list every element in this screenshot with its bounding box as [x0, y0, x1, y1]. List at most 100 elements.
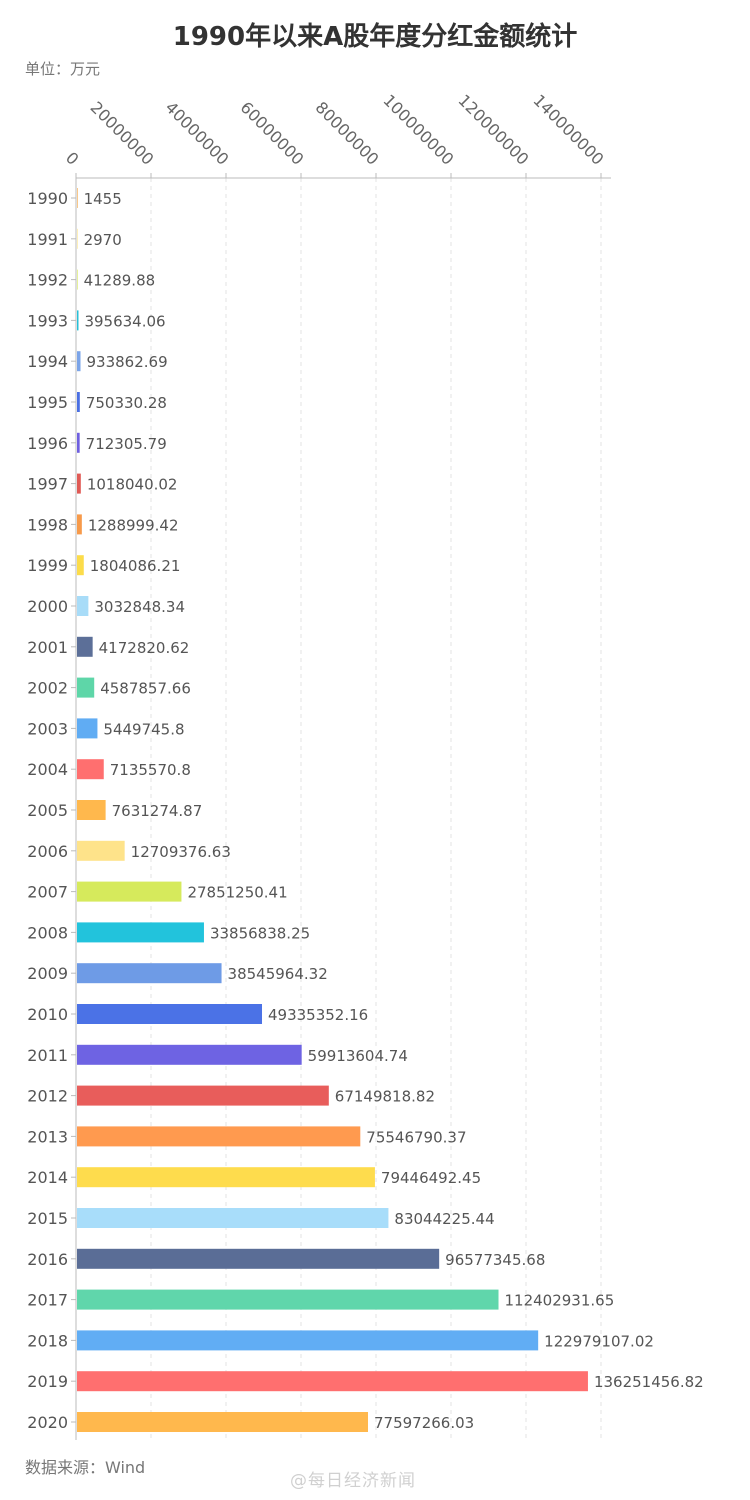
chart-title: 1990年以来A股年度分红金额统计	[172, 22, 578, 52]
category-label: 2008	[27, 923, 68, 942]
category-label: 2017	[27, 1291, 68, 1310]
bar	[77, 269, 78, 290]
bar	[77, 228, 78, 249]
category-label: 1993	[27, 311, 68, 330]
bar	[77, 514, 82, 535]
bar	[77, 636, 93, 657]
source-label: 数据来源：Wind	[25, 1458, 146, 1477]
data-label: 4587857.66	[100, 680, 191, 698]
unit-label: 单位：万元	[25, 60, 101, 78]
category-label: 1998	[27, 515, 68, 534]
category-label: 1994	[27, 352, 68, 371]
data-label: 1288999.42	[88, 516, 179, 534]
data-label: 33856838.25	[210, 924, 310, 942]
data-label: 75546790.37	[366, 1128, 466, 1146]
data-label: 49335352.16	[268, 1006, 368, 1024]
x-tick-label: 80000000	[312, 98, 383, 169]
data-label: 3032848.34	[94, 598, 185, 616]
bar	[77, 1371, 588, 1392]
bar	[77, 432, 80, 453]
bar	[77, 840, 125, 861]
bar	[77, 188, 78, 208]
bar	[77, 1126, 361, 1147]
category-label: 2001	[27, 638, 68, 657]
x-tick-label: 60000000	[237, 98, 308, 169]
x-tick-label: 20000000	[87, 98, 158, 169]
data-label: 2970	[84, 231, 122, 249]
data-label: 96577345.68	[445, 1251, 545, 1269]
category-label: 1997	[27, 475, 68, 494]
bar	[77, 1167, 375, 1188]
bar	[77, 310, 79, 331]
data-label: 38545964.32	[228, 965, 328, 983]
data-label: 1455	[84, 190, 122, 208]
category-label: 1990	[27, 189, 68, 208]
category-label: 2007	[27, 883, 68, 902]
data-label: 7135570.8	[110, 761, 191, 779]
category-label: 2009	[27, 964, 68, 983]
data-label: 41289.88	[84, 272, 156, 290]
bar	[77, 473, 81, 494]
data-label: 122979107.02	[544, 1332, 654, 1350]
bar	[77, 596, 89, 616]
x-tick-label: 0	[62, 148, 83, 169]
x-tick-label: 100000000	[379, 91, 457, 169]
bar	[77, 1289, 499, 1310]
data-label: 4172820.62	[99, 639, 190, 657]
category-label: 2003	[27, 719, 68, 738]
data-label: 712305.79	[86, 435, 167, 453]
category-label: 1995	[27, 393, 68, 412]
data-label: 1018040.02	[87, 476, 178, 494]
category-label: 2013	[27, 1127, 68, 1146]
data-label: 12709376.63	[131, 843, 231, 861]
bar	[77, 759, 104, 780]
category-label: 2010	[27, 1005, 68, 1024]
bar	[77, 1085, 329, 1106]
bar	[77, 1412, 368, 1432]
bar	[77, 351, 81, 372]
data-label: 79446492.45	[381, 1169, 481, 1187]
data-label: 7631274.87	[112, 802, 203, 820]
category-label: 2004	[27, 760, 68, 779]
category-label: 2019	[27, 1372, 68, 1391]
x-tick-label: 140000000	[529, 91, 607, 169]
category-label: 2000	[27, 597, 68, 616]
x-tick-label: 120000000	[454, 91, 532, 169]
category-label: 2016	[27, 1250, 68, 1269]
data-label: 83044225.44	[394, 1210, 494, 1228]
category-label: 1999	[27, 556, 68, 575]
bar	[77, 1044, 302, 1065]
category-label: 2012	[27, 1087, 68, 1106]
bar	[77, 922, 204, 943]
category-label: 2018	[27, 1331, 68, 1350]
bar	[77, 718, 98, 739]
category-label: 2020	[27, 1413, 68, 1432]
bar	[77, 881, 182, 902]
data-label: 5449745.8	[103, 720, 184, 738]
bar	[77, 555, 84, 576]
data-label: 750330.28	[86, 394, 167, 412]
category-label: 2015	[27, 1209, 68, 1228]
category-label: 1991	[27, 230, 68, 249]
bar	[77, 392, 80, 412]
category-label: 1992	[27, 271, 68, 290]
bar	[77, 1004, 263, 1024]
data-label: 112402931.65	[505, 1292, 615, 1310]
x-tick-label: 40000000	[162, 98, 233, 169]
category-label: 2011	[27, 1046, 68, 1065]
bar	[77, 800, 106, 820]
data-label: 27851250.41	[187, 884, 287, 902]
category-label: 2006	[27, 842, 68, 861]
bar	[77, 1248, 440, 1269]
data-label: 67149818.82	[335, 1088, 435, 1106]
bar	[77, 1330, 539, 1351]
bar	[77, 963, 222, 984]
category-label: 1996	[27, 434, 68, 453]
data-label: 77597266.03	[374, 1414, 474, 1432]
data-label: 136251456.82	[594, 1373, 704, 1391]
data-label: 1804086.21	[90, 557, 181, 575]
bar	[77, 1208, 389, 1228]
watermark: @每日经济新闻	[290, 1471, 416, 1491]
data-label: 395634.06	[84, 312, 165, 330]
